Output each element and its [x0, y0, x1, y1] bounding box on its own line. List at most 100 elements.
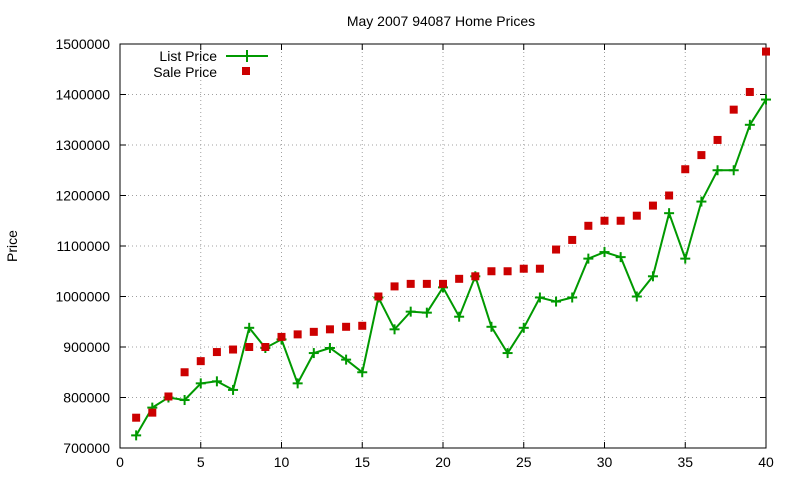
grid: [120, 44, 766, 448]
data-point-sale-price: [374, 292, 383, 301]
x-tick-label: 20: [435, 454, 451, 470]
data-point-sale-price: [762, 47, 770, 56]
data-point-sale-price: [422, 279, 431, 288]
data-point-sale-price: [439, 279, 447, 288]
data-point-list-price: [421, 307, 432, 318]
legend-swatch-list-price: [226, 50, 268, 62]
data-point-sale-price: [535, 264, 544, 273]
x-tick-label: 10: [274, 454, 290, 470]
data-point-list-price: [680, 253, 691, 264]
data-point-list-price: [341, 354, 352, 365]
data-point-sale-price: [164, 392, 173, 401]
data-point-sale-price: [713, 135, 722, 144]
data-point-sale-price: [584, 221, 593, 230]
data-point-list-price: [615, 252, 626, 263]
y-axis-label: Price: [4, 230, 20, 262]
data-point-sale-price: [455, 274, 464, 283]
legend-label-sale-price: Sale Price: [153, 64, 217, 80]
y-tick-label: 1500000: [55, 36, 110, 52]
data-point-list-price: [696, 196, 707, 207]
axes: 0 5 10 15 20 25 30 35 40 700000 800000 900000 100000…: [55, 36, 774, 470]
data-point-sale-price: [568, 235, 577, 244]
legend-label-list-price: List Price: [159, 48, 217, 64]
data-point-list-price: [389, 324, 400, 335]
data-point-list-price: [131, 430, 142, 441]
data-point-list-price: [583, 253, 594, 264]
data-point-sale-price: [229, 345, 238, 354]
data-point-sale-price: [358, 321, 367, 330]
y-tick-label: 1300000: [55, 137, 110, 153]
x-tick-label: 5: [197, 454, 205, 470]
y-tick-label: 1000000: [55, 289, 110, 305]
data-point-sale-price: [245, 343, 254, 351]
data-point-list-price: [712, 165, 723, 176]
data-point-list-price: [211, 376, 222, 387]
series-layer: [131, 47, 771, 441]
data-point-list-price: [631, 291, 642, 302]
chart-title: May 2007 94087 Home Prices: [347, 13, 535, 29]
data-point-sale-price: [212, 348, 221, 357]
data-point-list-price: [228, 384, 239, 395]
y-tick-label: 1200000: [55, 188, 110, 204]
x-tick-label: 35: [677, 454, 693, 470]
data-point-sale-price: [745, 87, 754, 96]
data-point-list-price: [308, 348, 319, 359]
legend: List Price Sale Price: [153, 48, 268, 80]
data-point-sale-price: [309, 327, 318, 336]
data-point-sale-price: [261, 343, 270, 351]
data-point-sale-price: [487, 267, 496, 276]
data-point-sale-price: [648, 201, 657, 210]
data-point-list-price: [179, 395, 190, 406]
data-point-sale-price: [148, 408, 157, 417]
data-point-sale-price: [665, 191, 674, 200]
data-point-sale-price: [616, 216, 625, 225]
data-point-list-price: [728, 165, 739, 176]
y-tick-label: 700000: [63, 440, 110, 456]
data-point-sale-price: [697, 151, 706, 160]
data-point-list-price: [357, 367, 368, 378]
data-point-sale-price: [552, 245, 561, 254]
data-point-list-price: [486, 321, 497, 332]
data-point-sale-price: [277, 332, 286, 341]
data-point-sale-price: [600, 216, 609, 225]
data-point-list-price: [647, 271, 658, 282]
data-point-list-price: [567, 292, 578, 303]
x-tick-label: 0: [116, 454, 124, 470]
legend-swatch-sale-price: [242, 67, 250, 75]
data-point-list-price: [292, 378, 303, 389]
x-tick-label: 40: [758, 454, 774, 470]
data-point-sale-price: [325, 325, 334, 334]
x-tick-label: 15: [354, 454, 370, 470]
data-point-list-price: [405, 306, 416, 317]
data-point-list-price: [664, 208, 675, 219]
data-point-sale-price: [390, 282, 399, 291]
data-point-sale-price: [406, 279, 415, 288]
data-point-list-price: [534, 292, 545, 303]
data-point-list-price: [518, 322, 529, 333]
x-tick-label: 30: [597, 454, 613, 470]
series-line-list-price: [135, 98, 767, 436]
data-point-sale-price: [293, 330, 302, 339]
y-tick-label: 900000: [63, 339, 110, 355]
data-point-sale-price: [503, 267, 512, 276]
data-point-sale-price: [681, 165, 690, 174]
data-point-list-price: [599, 247, 610, 258]
data-point-sale-price: [132, 413, 141, 422]
data-point-sale-price: [196, 357, 205, 366]
y-tick-label: 1400000: [55, 87, 110, 103]
data-point-list-price: [744, 119, 755, 130]
data-point-sale-price: [729, 105, 738, 114]
data-point-list-price: [761, 94, 771, 105]
data-point-list-price: [324, 343, 335, 354]
data-point-list-price: [195, 378, 206, 389]
data-point-sale-price: [342, 322, 351, 331]
data-point-list-price: [244, 322, 255, 333]
y-tick-label: 1100000: [57, 238, 111, 254]
data-point-sale-price: [632, 211, 641, 220]
y-tick-label: 800000: [63, 390, 110, 406]
data-point-list-price: [454, 311, 465, 322]
data-point-sale-price: [519, 264, 528, 273]
data-point-sale-price: [180, 368, 189, 377]
data-point-list-price: [502, 348, 513, 359]
